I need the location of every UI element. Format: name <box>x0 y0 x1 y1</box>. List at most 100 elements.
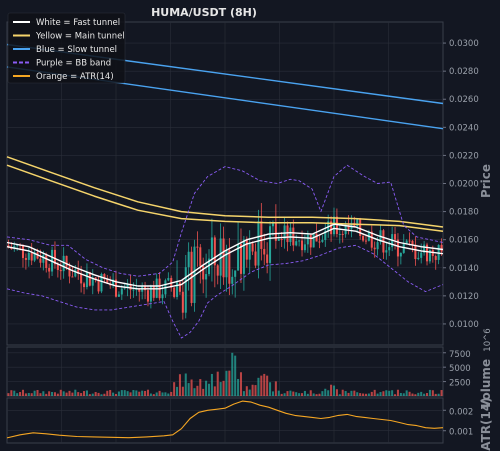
volume-bar <box>170 391 173 396</box>
volume-bar <box>53 392 56 396</box>
volume-bar <box>158 390 161 396</box>
candle-body <box>123 286 126 289</box>
candle-body <box>94 277 97 280</box>
candle-body <box>176 282 179 297</box>
volume-bar <box>68 390 71 396</box>
volume-bar <box>295 392 298 396</box>
price-tick-label: 0.0160 <box>449 236 479 246</box>
volume-bar <box>19 392 22 396</box>
volume-bar <box>359 393 362 396</box>
candle-body <box>219 238 222 276</box>
volume-bar <box>245 386 248 396</box>
candle-body <box>187 251 190 268</box>
volume-bar <box>423 393 426 396</box>
candle-body <box>306 234 309 245</box>
candle-body <box>161 294 164 299</box>
candle-body <box>423 244 426 253</box>
candle-body <box>274 222 277 241</box>
price-tick-label: 0.0260 <box>449 95 479 105</box>
volume-bar <box>216 371 219 396</box>
volume-bar <box>13 390 16 396</box>
candle-body <box>420 252 423 258</box>
volume-bar <box>141 390 144 396</box>
volume-bar <box>146 389 149 396</box>
candle-body <box>167 278 170 281</box>
volume-bar <box>59 389 62 396</box>
volume-bar <box>97 392 100 396</box>
candle-body <box>295 241 298 246</box>
volume-bar <box>353 390 356 396</box>
candle-body <box>417 257 420 260</box>
candle-body <box>271 222 274 227</box>
candle-body <box>260 221 263 249</box>
candle-body <box>205 274 208 280</box>
candle-body <box>149 286 152 302</box>
volume-bar <box>341 389 344 396</box>
candle-body <box>321 239 324 242</box>
candle-body <box>91 277 94 286</box>
candle-body <box>338 233 341 235</box>
volume-bar <box>350 390 353 396</box>
volume-bar <box>123 390 126 396</box>
candle-body <box>385 250 388 253</box>
volume-bar <box>335 389 338 396</box>
candle-body <box>88 272 91 286</box>
candle-body <box>114 279 118 297</box>
volume-bar <box>286 391 289 396</box>
volume-bar <box>114 393 118 396</box>
volume-bar <box>402 393 405 396</box>
candle-body <box>245 239 248 260</box>
candle-body <box>356 219 359 227</box>
price-tick-label: 0.0140 <box>449 264 479 274</box>
candle-body <box>39 258 42 263</box>
volume-multiplier: 10^6 <box>483 328 493 351</box>
volume-tick-label: 7500 <box>449 350 471 360</box>
candle-body <box>394 234 397 240</box>
candle-body <box>344 223 347 235</box>
candle-body <box>77 269 80 274</box>
candle-body <box>59 269 62 272</box>
price-tick-label: 0.0300 <box>449 39 479 49</box>
volume-bar <box>367 393 370 396</box>
candle-body <box>405 240 408 244</box>
volume-bar <box>213 386 216 396</box>
volume-bar <box>190 379 193 396</box>
candle-body <box>68 266 71 277</box>
candle-body <box>254 251 257 266</box>
volume-bar <box>91 393 94 396</box>
candle-body <box>248 243 251 260</box>
volume-bar <box>356 392 359 396</box>
candle-body <box>53 249 56 265</box>
volume-bar <box>80 393 83 396</box>
volume-bar <box>88 394 91 396</box>
grid <box>6 21 444 444</box>
volume-bar <box>327 390 330 396</box>
legend-label: Blue = Slow tunnel <box>36 45 117 55</box>
candle-body <box>71 276 74 278</box>
candle-body <box>199 247 202 266</box>
white-tunnel-upper-line <box>6 223 444 287</box>
legend-label: White = Fast tunnel <box>36 18 120 28</box>
price-tick-label: 0.0280 <box>449 67 479 77</box>
candle-body <box>341 233 344 235</box>
candle-body <box>234 270 237 277</box>
volume-bar <box>428 389 431 396</box>
volume-bar <box>242 391 245 396</box>
volume-bar <box>298 393 301 396</box>
volume-bar <box>138 391 141 396</box>
candle-body <box>138 288 141 292</box>
candle-body <box>129 284 132 290</box>
volume-bar <box>239 372 243 396</box>
volume-bar <box>225 370 228 396</box>
volume-bar <box>65 392 68 396</box>
volume-bar <box>129 392 132 396</box>
candle-body <box>21 244 25 258</box>
atr-tick-label: 0.002 <box>449 407 473 417</box>
volume-bar <box>431 390 434 396</box>
volume-bar <box>51 391 54 396</box>
volume-bar <box>27 392 30 396</box>
volume-bar <box>364 393 367 396</box>
volume-bar <box>263 373 266 396</box>
candle-body <box>146 290 149 302</box>
volume-bar <box>193 388 196 396</box>
